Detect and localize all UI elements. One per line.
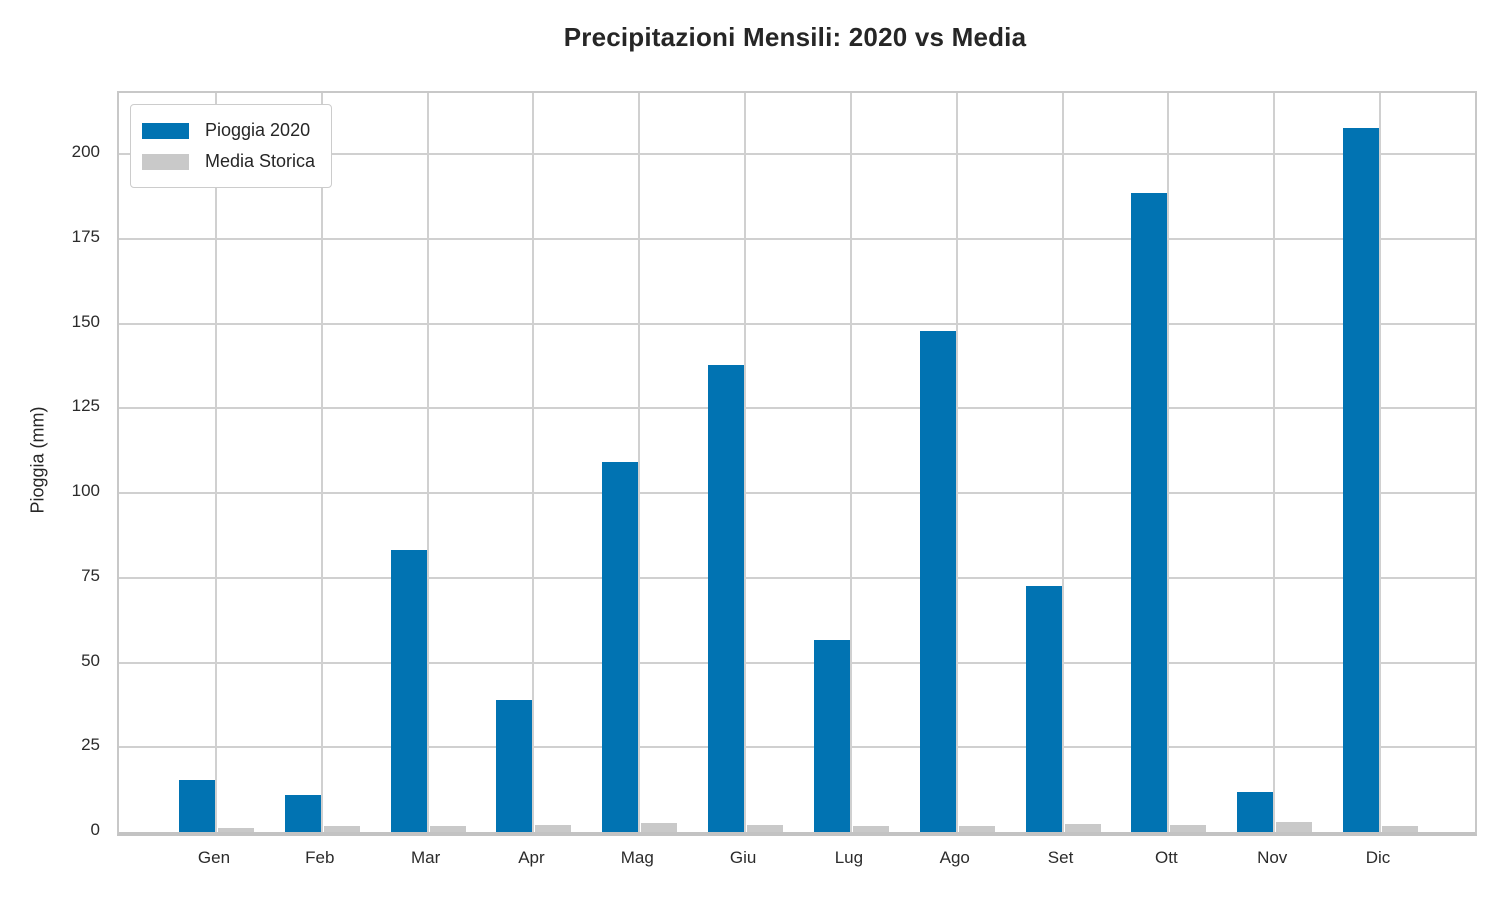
xtick-label-nov: Nov xyxy=(1257,848,1288,867)
xtick-label-dic: Dic xyxy=(1365,848,1391,867)
gridline-y-25 xyxy=(119,746,1475,749)
bar-pioggia-2020-set xyxy=(1025,585,1062,832)
gridline-y-150 xyxy=(119,322,1475,325)
bar-pioggia-2020-dic xyxy=(1343,127,1380,832)
bar-pioggia-2020-feb xyxy=(284,795,321,832)
ytick-label-0: 0 xyxy=(90,820,100,839)
bar-pioggia-2020-apr xyxy=(496,700,533,832)
bar-pioggia-2020-giu xyxy=(708,364,745,832)
gridline-x-feb xyxy=(320,93,323,832)
ytick-label-25: 25 xyxy=(81,735,100,755)
bar-media-storica-lug xyxy=(852,826,889,832)
bar-media-storica-ott xyxy=(1170,824,1207,832)
ytick-label-50: 50 xyxy=(81,650,100,670)
ytick-label-150: 150 xyxy=(71,311,100,331)
legend-label-pioggia-2020: Pioggia 2020 xyxy=(205,120,311,140)
ytick-label-200: 200 xyxy=(71,142,100,162)
gridline-y-75 xyxy=(119,576,1475,579)
plot-area: Pioggia 2020 Media Storica xyxy=(117,91,1477,836)
legend-item-pioggia-2020: Pioggia 2020 xyxy=(142,115,315,146)
bar-media-storica-mar xyxy=(429,826,466,832)
bar-pioggia-2020-mar xyxy=(390,549,427,832)
ytick-label-175: 175 xyxy=(71,226,100,246)
gridline-x-set xyxy=(1061,93,1064,832)
bar-pioggia-2020-mag xyxy=(602,461,639,832)
xtick-label-apr: Apr xyxy=(518,848,545,867)
xtick-label-mar: Mar xyxy=(410,848,441,867)
ytick-label-125: 125 xyxy=(71,396,100,416)
gridline-x-gen xyxy=(215,93,217,832)
xtick-label-set: Set xyxy=(1047,848,1074,867)
gridline-y-100 xyxy=(119,492,1475,494)
gridline-y-50 xyxy=(119,661,1475,664)
bar-pioggia-2020-nov xyxy=(1237,792,1274,832)
bar-pioggia-2020-ott xyxy=(1131,193,1168,832)
legend: Pioggia 2020 Media Storica xyxy=(130,104,333,188)
bar-media-storica-nov xyxy=(1276,821,1313,832)
xtick-label-giu: Giu xyxy=(729,848,757,867)
bar-pioggia-2020-lug xyxy=(813,640,850,832)
bar-media-storica-giu xyxy=(747,825,784,832)
legend-swatch-pioggia-2020 xyxy=(142,122,189,139)
ytick-label-75: 75 xyxy=(81,565,100,585)
xtick-label-gen: Gen xyxy=(197,848,231,867)
gridline-x-lug xyxy=(849,93,852,832)
bar-media-storica-dic xyxy=(1382,826,1419,832)
gridline-x-apr xyxy=(532,93,535,832)
ytick-label-100: 100 xyxy=(71,481,100,500)
xtick-label-lug: Lug xyxy=(834,848,864,867)
bar-media-storica-mag xyxy=(641,822,678,832)
bar-media-storica-ago xyxy=(958,825,995,832)
gridline-x-mag xyxy=(638,93,641,832)
bar-media-storica-gen xyxy=(218,827,254,832)
gridline-x-giu xyxy=(744,93,747,832)
bar-media-storica-feb xyxy=(323,826,360,832)
chart-title: Precipitazioni Mensili: 2020 vs Media xyxy=(563,22,1027,52)
bar-media-storica-set xyxy=(1064,823,1101,832)
xtick-label-feb: Feb xyxy=(305,848,335,867)
xtick-label-mag: Mag xyxy=(620,848,654,867)
legend-swatch-media-storica xyxy=(142,153,189,170)
gridline-x-nov xyxy=(1273,93,1276,832)
gridline-x-mar xyxy=(426,93,429,832)
gridline-x-ott xyxy=(1167,93,1170,832)
xtick-label-ago: Ago xyxy=(939,848,970,867)
gridline-x-ago xyxy=(955,93,958,832)
bar-media-storica-apr xyxy=(535,824,572,832)
legend-label-media-storica: Media Storica xyxy=(205,151,316,171)
xtick-label-ott: Ott xyxy=(1155,848,1178,867)
gridline-y-175 xyxy=(119,237,1475,240)
bar-pioggia-2020-gen xyxy=(179,779,215,832)
gridline-y-125 xyxy=(119,407,1475,410)
gridline-y-200 xyxy=(119,153,1475,156)
gridline-x-dic xyxy=(1379,93,1382,832)
legend-item-media-storica: Media Storica xyxy=(142,146,315,177)
bar-pioggia-2020-ago xyxy=(919,330,956,832)
